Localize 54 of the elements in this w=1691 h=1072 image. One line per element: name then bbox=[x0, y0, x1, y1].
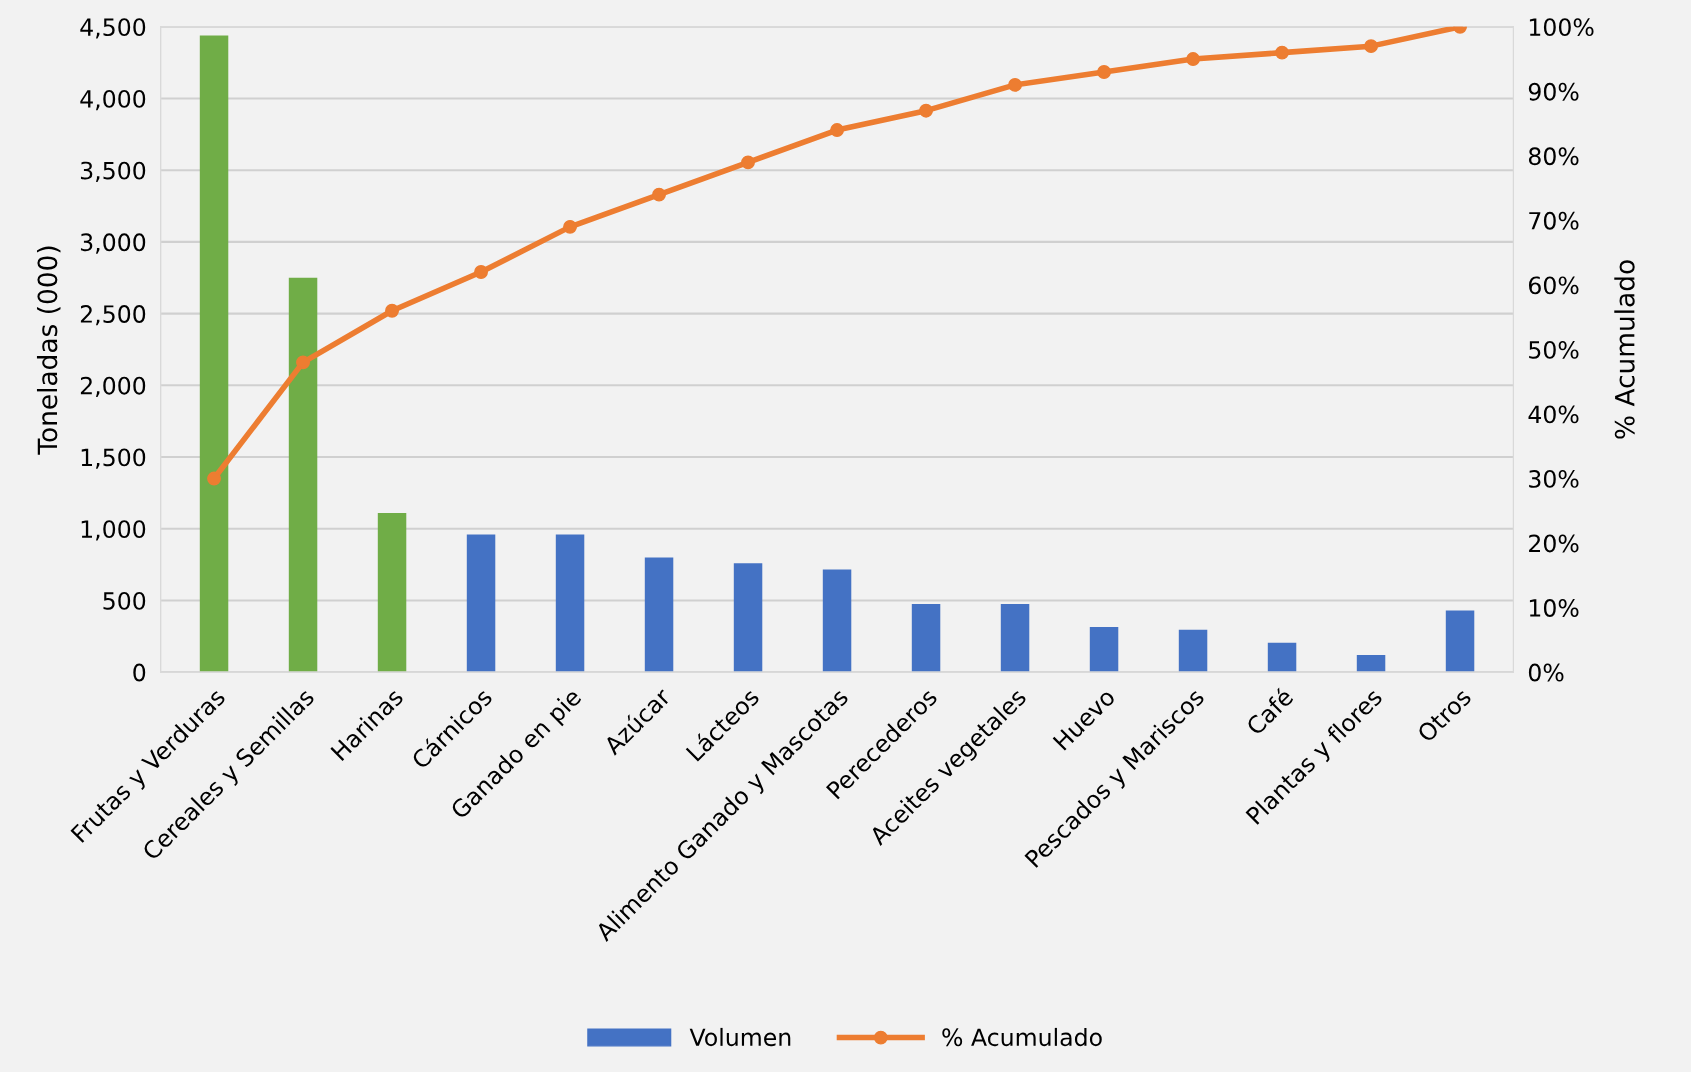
point bbox=[652, 187, 666, 202]
point bbox=[1008, 77, 1022, 92]
point bbox=[1097, 65, 1111, 79]
y-tick-label: 3,000 bbox=[80, 233, 146, 254]
point bbox=[1186, 52, 1200, 67]
y2-axis-title: % Acumulado bbox=[1614, 260, 1635, 439]
bar bbox=[1356, 654, 1386, 673]
bar bbox=[1089, 626, 1119, 673]
bar bbox=[466, 534, 496, 673]
point bbox=[385, 303, 399, 318]
y-tick-label: 2,000 bbox=[80, 376, 146, 398]
y2-tick-label: 20% bbox=[1529, 534, 1579, 553]
y-tick-label: 500 bbox=[103, 591, 146, 610]
y-tick-label: 2,500 bbox=[80, 305, 146, 326]
point bbox=[919, 103, 933, 118]
point bbox=[207, 471, 221, 486]
y-tick-label: 3,500 bbox=[80, 161, 146, 182]
bar bbox=[733, 563, 763, 673]
y2-tick-label: 10% bbox=[1529, 599, 1579, 617]
y-tick-label: 0 bbox=[133, 663, 146, 682]
y2-tick-label: 90% bbox=[1528, 82, 1579, 101]
y-tick-label: 1,000 bbox=[81, 520, 146, 541]
y2-tick-label: 50% bbox=[1529, 340, 1579, 359]
y2-tick-label: 0% bbox=[1528, 663, 1564, 682]
legend-label: Volumen bbox=[689, 1027, 791, 1047]
point bbox=[1364, 39, 1378, 54]
y2-tick-label: 70% bbox=[1529, 211, 1579, 230]
point bbox=[296, 355, 310, 370]
legend-label: % Acumulado bbox=[942, 1027, 1102, 1047]
y2-tick-label: 40% bbox=[1528, 405, 1579, 424]
bar bbox=[644, 557, 674, 673]
y-tick-label: 4,500 bbox=[80, 18, 146, 39]
bar bbox=[1267, 642, 1297, 673]
y-tick-label: 4,000 bbox=[80, 89, 146, 111]
point bbox=[741, 155, 755, 170]
bar bbox=[199, 35, 229, 673]
bar bbox=[1445, 610, 1475, 673]
bar bbox=[822, 569, 852, 673]
bar bbox=[555, 534, 585, 673]
point bbox=[1275, 45, 1289, 60]
point bbox=[830, 123, 844, 137]
point bbox=[474, 265, 488, 279]
y2-tick-label: 80% bbox=[1528, 147, 1579, 166]
bar bbox=[377, 512, 407, 673]
y2-tick-label: 100% bbox=[1529, 18, 1594, 37]
bar bbox=[1178, 629, 1208, 673]
bar bbox=[288, 277, 318, 673]
y2-tick-label: 60% bbox=[1528, 276, 1579, 295]
bar bbox=[911, 604, 941, 673]
point bbox=[563, 219, 577, 234]
y-axis-title: Toneladas (000) bbox=[36, 246, 61, 455]
y2-tick-label: 30% bbox=[1529, 469, 1579, 488]
bar bbox=[1000, 604, 1030, 673]
y-tick-label: 1,500 bbox=[81, 448, 146, 469]
